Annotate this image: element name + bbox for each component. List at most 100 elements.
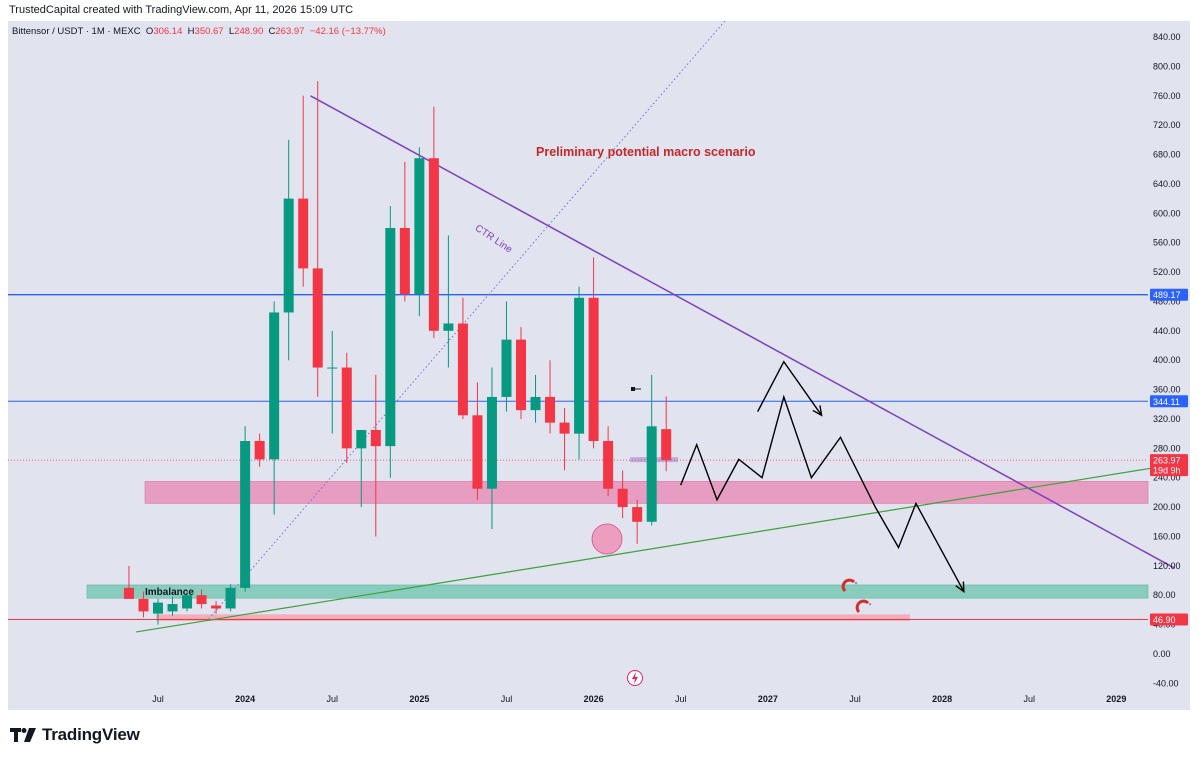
candle [443, 235, 454, 368]
chart-area[interactable]: Imbalance CTR Line Preliminary potential m… [8, 21, 1190, 710]
high-value: 350.67 [194, 26, 224, 37]
y-tick-label: 640.00 [1153, 179, 1181, 189]
ctr-line [310, 95, 1175, 569]
candle [428, 106, 439, 339]
candle [123, 565, 134, 599]
current-price-badge-label: 263.97 [1153, 456, 1181, 466]
candle [603, 426, 614, 497]
y-tick-label: 400.00 [1153, 355, 1181, 365]
current-price-badge [1150, 454, 1188, 477]
price-badge-344.11-label: 344.11 [1153, 397, 1180, 407]
y-tick-label: 560.00 [1153, 238, 1181, 248]
y-tick-label: 280.00 [1153, 443, 1181, 453]
x-tick-label: Jul [501, 694, 513, 704]
price-badge-46.90 [1150, 613, 1188, 626]
y-tick-label: 720.00 [1153, 120, 1181, 130]
y-tick-label: 360.00 [1153, 385, 1181, 395]
candle [486, 367, 497, 530]
projection-arrowhead [955, 581, 965, 593]
imbalance-label: Imbalance [145, 587, 194, 598]
candle [588, 257, 599, 449]
candle [240, 426, 251, 592]
candle [457, 297, 468, 419]
x-tick-label: 2026 [584, 694, 604, 704]
candle [298, 95, 309, 287]
x-tick-label: Jul [1023, 694, 1035, 704]
y-tick-label: 840.00 [1153, 32, 1181, 42]
candle [545, 360, 556, 434]
y-tick-label: 240.00 [1153, 473, 1181, 483]
low-value: 248.90 [234, 26, 264, 37]
low-label: L [228, 26, 235, 37]
price-badge-489.17 [1150, 288, 1188, 301]
candle [661, 396, 672, 472]
candle [516, 327, 526, 419]
candle-body [370, 429, 381, 447]
scenario-title: Preliminary potential macro scenario [536, 145, 756, 159]
candle-body [123, 587, 134, 599]
candle-body [559, 422, 570, 434]
candle [356, 429, 367, 508]
close-label: C [268, 26, 276, 37]
projection-path [680, 394, 965, 592]
footer-brand: TradingView [10, 724, 140, 746]
symbol-name: Bittensor / USDT · 1M · MEXC [12, 26, 141, 37]
x-tick-label: Jul [152, 694, 164, 704]
candle [153, 598, 163, 625]
close-value: 263.97 [275, 26, 305, 37]
candle [312, 81, 323, 397]
candle-body [472, 415, 483, 489]
lightning-icon [632, 672, 638, 684]
x-tick-label: 2029 [1106, 694, 1126, 704]
candle [501, 301, 512, 412]
x-tick-label: 2024 [235, 694, 255, 704]
magnet-tip [854, 581, 858, 585]
candle-body [486, 396, 497, 489]
candle [530, 374, 541, 423]
price-badge-344.11 [1150, 395, 1188, 408]
imbalance-zone [86, 584, 1149, 599]
open-label: O [145, 26, 154, 37]
candle-body [443, 323, 454, 331]
price-chart[interactable]: Imbalance CTR Line Preliminary potential m… [8, 21, 1190, 710]
candle-body [283, 198, 294, 313]
y-tick-label: 0.00 [1153, 649, 1171, 659]
price-badge-489.17-label: 489.17 [1153, 290, 1181, 300]
candle-body [182, 595, 193, 609]
y-tick-label: 120.00 [1153, 561, 1181, 571]
candle-body [356, 429, 367, 449]
footer-brand-name: TradingView [42, 725, 140, 744]
candle-body [588, 297, 599, 441]
candle-body [646, 426, 657, 522]
candle-body [153, 602, 163, 614]
low-highlight-circle [591, 523, 623, 555]
x-tick-label: Jul [675, 694, 687, 704]
candle-body [254, 440, 265, 460]
candle [138, 591, 149, 618]
candle-body [327, 367, 338, 369]
candle-body [632, 507, 643, 522]
candle-body [211, 605, 222, 609]
flag-icon [631, 387, 635, 391]
candle [617, 470, 628, 519]
candle-body [428, 158, 439, 331]
ctr-line-label: CTR Line [473, 223, 515, 256]
chart-header-text: TrustedCapital created with TradingView.… [9, 4, 354, 16]
candle-body [312, 268, 323, 368]
candle [632, 499, 643, 544]
y-tick-label: 520.00 [1153, 267, 1181, 277]
magnet-icon [855, 599, 872, 614]
candle [559, 407, 570, 471]
x-tick-label: 2028 [932, 694, 952, 704]
y-tick-label: 200.00 [1153, 502, 1181, 512]
candle [646, 374, 657, 526]
symbol-legend: Bittensor / USDT · 1M · MEXC O306.14 H35… [12, 26, 386, 37]
candle-body [457, 323, 468, 416]
candle-body [138, 598, 149, 612]
candle [182, 591, 193, 612]
y-tick-label: 320.00 [1153, 414, 1181, 424]
candle [370, 374, 381, 537]
support-line [136, 463, 1175, 633]
candle [196, 589, 207, 609]
x-tick-label: Jul [326, 694, 338, 704]
